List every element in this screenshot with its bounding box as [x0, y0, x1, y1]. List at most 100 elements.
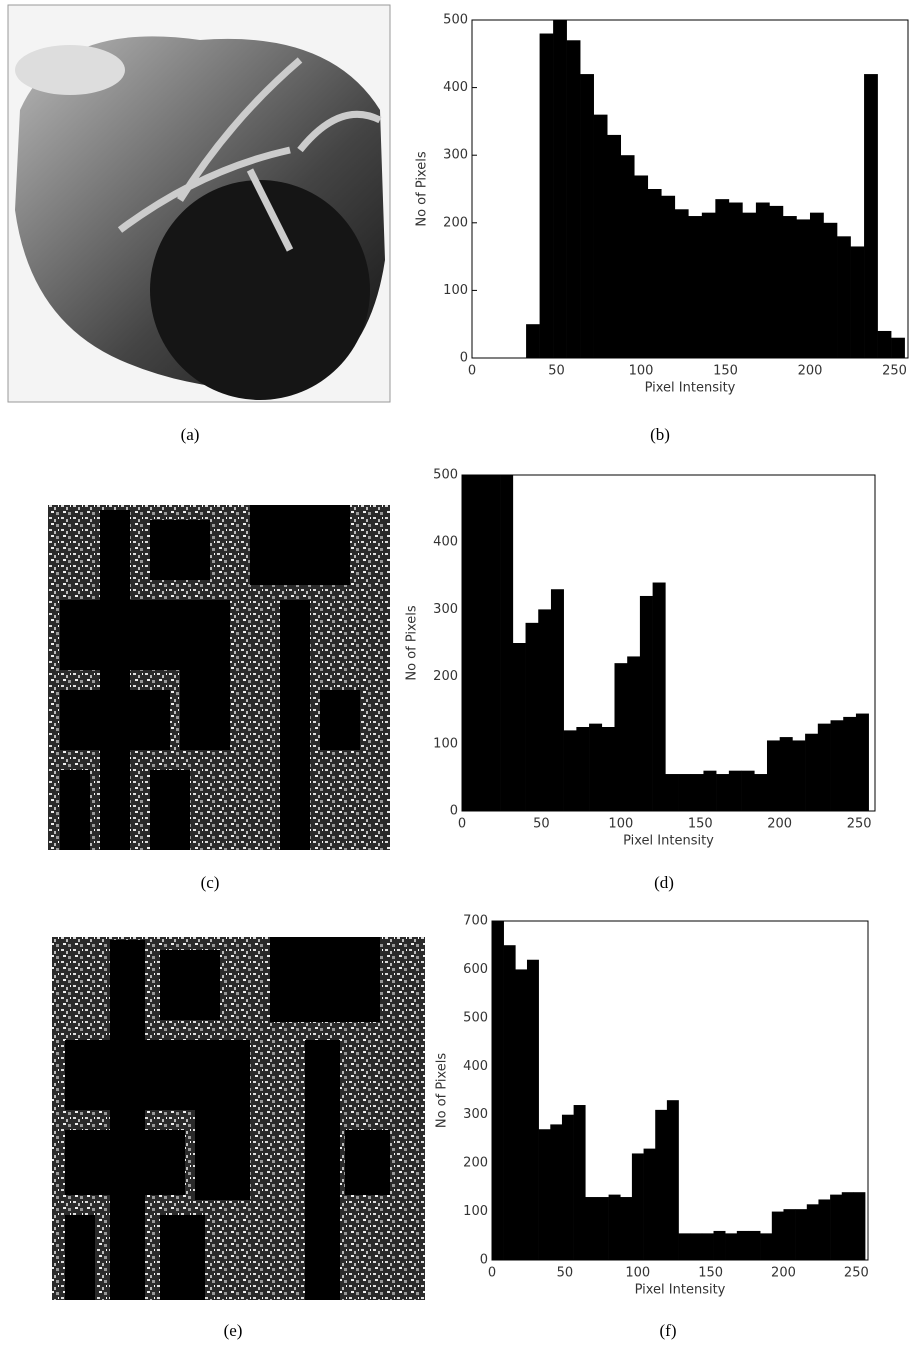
histogram-bar	[853, 1192, 866, 1260]
x-tick-label: 250	[847, 817, 872, 832]
y-tick-label: 0	[480, 1253, 488, 1268]
block-image	[52, 937, 425, 1300]
caption: (d)	[654, 873, 674, 892]
y-tick-label: 0	[450, 804, 458, 819]
histogram-bar	[701, 1233, 714, 1260]
histogram-bar	[755, 202, 770, 358]
histogram-bar	[754, 774, 768, 811]
x-tick-label: 50	[548, 364, 565, 379]
x-tick-label: 150	[688, 817, 713, 832]
y-tick-label: 500	[433, 468, 458, 483]
histogram-bar	[614, 663, 628, 811]
x-tick-label: 250	[882, 364, 907, 379]
histogram-bar	[539, 33, 554, 359]
histogram-bar	[661, 195, 676, 358]
histogram-bar	[526, 324, 540, 358]
histogram-bar	[580, 74, 594, 358]
x-tick-label: 0	[468, 364, 476, 379]
histogram-bar	[766, 740, 780, 811]
histogram-bar	[783, 1209, 796, 1260]
histogram-bar	[601, 727, 615, 811]
histogram-bar	[837, 236, 851, 358]
histogram-bar	[792, 740, 806, 811]
histogram-bar	[627, 656, 641, 811]
histogram-bar	[748, 1230, 761, 1260]
histogram-bar	[843, 716, 857, 811]
y-tick-label: 400	[433, 535, 458, 550]
histogram-bar	[620, 1197, 633, 1260]
y-tick-label: 400	[463, 1059, 488, 1074]
histogram-bar	[782, 216, 797, 358]
histogram-bar	[716, 774, 730, 811]
block-image	[48, 505, 390, 850]
histogram-bar	[639, 595, 653, 811]
histogram-bar	[678, 774, 692, 811]
plot-frame	[491, 920, 869, 1261]
histogram-bar	[690, 774, 704, 811]
x-tick-label: 200	[798, 364, 823, 379]
y-tick-label: 300	[463, 1107, 488, 1122]
histogram-bar	[589, 723, 603, 811]
histogram-bar	[576, 727, 590, 811]
histogram-bar	[674, 209, 689, 358]
histogram-bar	[771, 1211, 784, 1260]
histogram-bar	[841, 1192, 854, 1260]
histogram-bar	[526, 959, 539, 1260]
histogram-bar	[805, 733, 819, 811]
y-axis-label: No of Pixels	[415, 151, 430, 227]
histogram-bar	[573, 1105, 586, 1260]
histogram-bar	[500, 475, 514, 811]
histogram-bar	[620, 155, 635, 358]
y-tick-label: 200	[443, 215, 468, 230]
x-tick-label: 100	[629, 364, 654, 379]
histogram-bar	[608, 1194, 621, 1260]
histogram-bar	[741, 770, 755, 811]
heart-image	[7, 4, 391, 403]
histogram-bar	[850, 246, 865, 358]
caption: (c)	[201, 873, 220, 892]
histogram-bar	[634, 175, 649, 358]
caption: (a)	[181, 425, 200, 444]
x-axis-label: Pixel Intensity	[635, 1283, 726, 1298]
histogram-bar	[503, 945, 516, 1260]
histogram-bar	[655, 1109, 668, 1260]
histogram-bar	[855, 713, 869, 811]
histogram-bar	[688, 216, 703, 358]
histogram-bar	[538, 609, 552, 811]
x-tick-label: 150	[713, 364, 738, 379]
histogram-bar	[703, 770, 717, 811]
histogram-bar	[666, 1100, 679, 1260]
x-tick-label: 200	[771, 1266, 796, 1281]
histogram-bar	[593, 114, 608, 358]
histogram-bar	[830, 1194, 843, 1260]
y-tick-label: 500	[463, 1010, 488, 1025]
y-tick-label: 700	[463, 914, 488, 929]
y-tick-label: 100	[463, 1204, 488, 1219]
histogram-bar	[809, 212, 824, 358]
histogram-bar	[742, 212, 757, 358]
histogram-bar	[823, 222, 838, 358]
plot-frame	[471, 19, 909, 359]
histogram-bar	[474, 475, 488, 811]
histogram-bar	[818, 1199, 831, 1260]
histogram-bar	[736, 1230, 749, 1260]
histogram-bar	[806, 1204, 819, 1260]
x-tick-label: 100	[625, 1266, 650, 1281]
x-tick-label: 150	[698, 1266, 723, 1281]
x-tick-label: 50	[533, 817, 550, 832]
plot-frame	[461, 474, 876, 812]
histogram-bar	[725, 1233, 738, 1260]
caption: (e)	[224, 1321, 243, 1340]
histogram-bar	[864, 74, 878, 358]
histogram-bar	[665, 774, 679, 811]
histogram-bar	[647, 189, 662, 358]
histogram-bar	[728, 202, 743, 358]
y-tick-label: 200	[433, 669, 458, 684]
histogram-bar	[525, 622, 539, 811]
histogram-bar	[462, 475, 476, 811]
y-axis-label: No of Pixels	[435, 1053, 450, 1129]
histogram-bar	[795, 1209, 808, 1260]
y-tick-label: 300	[443, 148, 468, 163]
